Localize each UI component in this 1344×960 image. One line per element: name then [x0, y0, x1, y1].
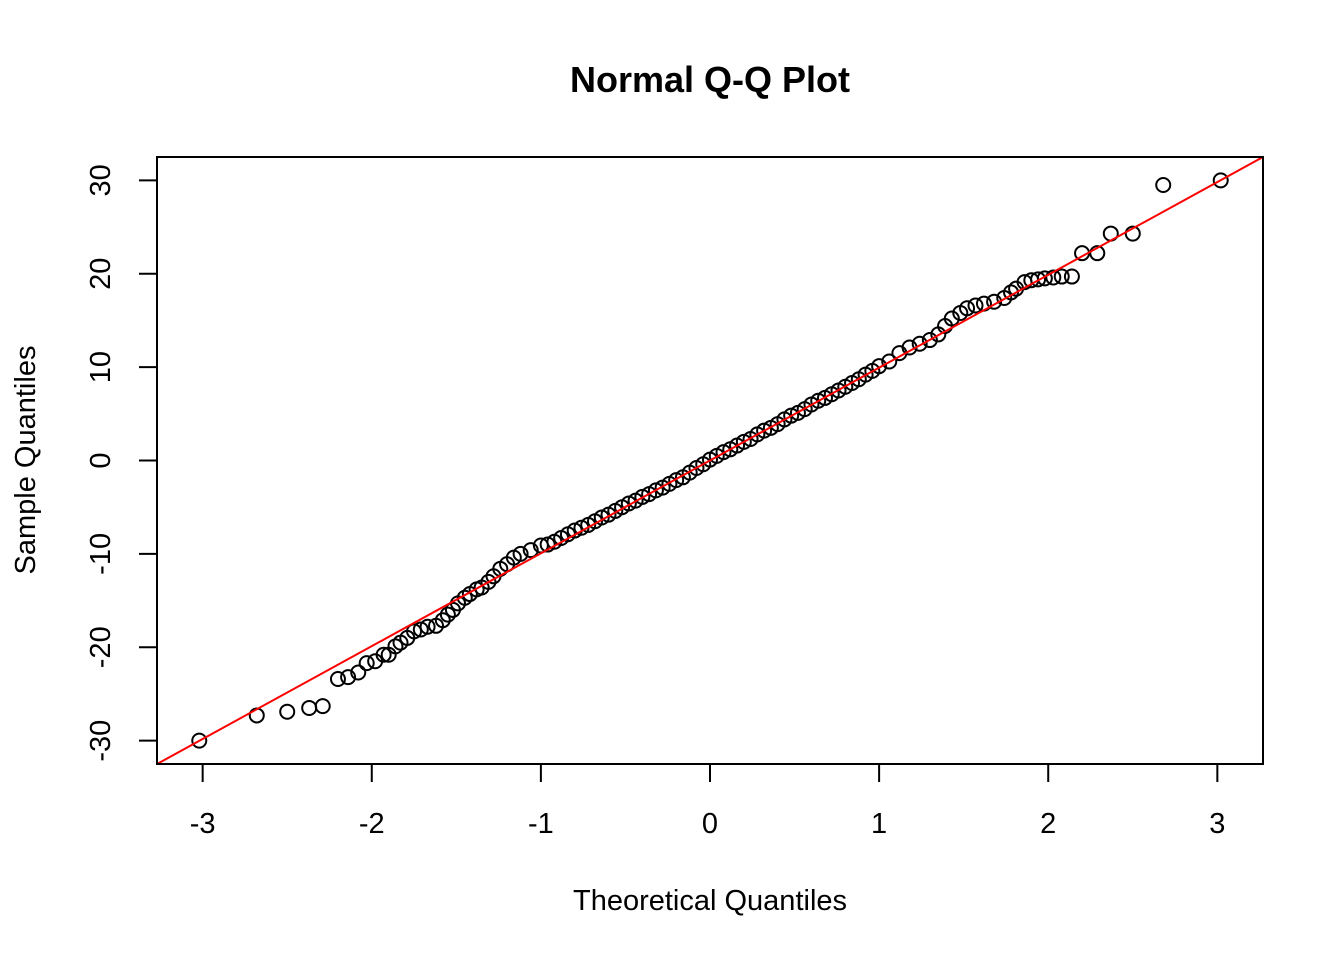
data-point — [921, 332, 938, 349]
data-point — [329, 671, 346, 688]
data-point — [1212, 172, 1229, 189]
y-tick-label: -30 — [85, 720, 117, 762]
x-tick-label: -2 — [359, 808, 385, 840]
qq-reference-line — [157, 157, 1263, 764]
y-tick-label: 0 — [85, 452, 117, 468]
y-tick-label: -10 — [85, 533, 117, 575]
data-point — [375, 646, 392, 663]
data-point — [522, 542, 539, 559]
x-tick-label: -3 — [190, 808, 216, 840]
y-tick-label: 20 — [85, 258, 117, 290]
data-point — [1053, 268, 1070, 285]
x-axis-label: Theoretical Quantiles — [573, 885, 847, 917]
data-point — [340, 669, 357, 686]
x-tick-label: 3 — [1209, 808, 1225, 840]
data-point — [1045, 269, 1062, 286]
data-point — [1155, 177, 1172, 194]
data-point — [434, 612, 451, 629]
data-point — [248, 707, 265, 724]
data-point — [1036, 270, 1053, 287]
data-point — [967, 297, 984, 314]
y-axis: -30 -20 -10 0 10 20 30 — [85, 164, 158, 762]
x-tick-label: 0 — [702, 808, 718, 840]
x-axis: -3 -2 -1 0 1 2 3 — [190, 763, 1225, 840]
data-point — [191, 732, 208, 749]
data-point — [959, 300, 976, 317]
data-point — [314, 698, 331, 715]
data-point — [881, 353, 898, 370]
data-point — [1063, 268, 1080, 285]
x-tick-label: -1 — [528, 808, 554, 840]
data-point — [350, 664, 367, 681]
y-tick-label: 30 — [85, 164, 117, 196]
x-tick-label: 1 — [871, 808, 887, 840]
data-point — [943, 310, 960, 327]
data-point — [1124, 225, 1141, 242]
data-point — [439, 606, 456, 623]
data-point — [406, 623, 423, 640]
chart-title: Normal Q-Q Plot — [570, 59, 850, 100]
y-axis-label: Sample Quantiles — [10, 346, 42, 575]
y-tick-label: 10 — [85, 351, 117, 383]
data-point — [358, 655, 375, 672]
data-point — [279, 703, 296, 720]
data-point — [419, 618, 436, 635]
data-point — [911, 335, 928, 352]
data-point — [301, 699, 318, 716]
data-point — [1089, 245, 1106, 262]
data-point — [512, 545, 529, 562]
x-tick-label: 2 — [1040, 808, 1056, 840]
y-tick-label: -20 — [85, 626, 117, 668]
data-points — [191, 172, 1229, 749]
data-point — [871, 358, 888, 375]
data-point — [1030, 271, 1047, 288]
data-point — [480, 573, 497, 590]
